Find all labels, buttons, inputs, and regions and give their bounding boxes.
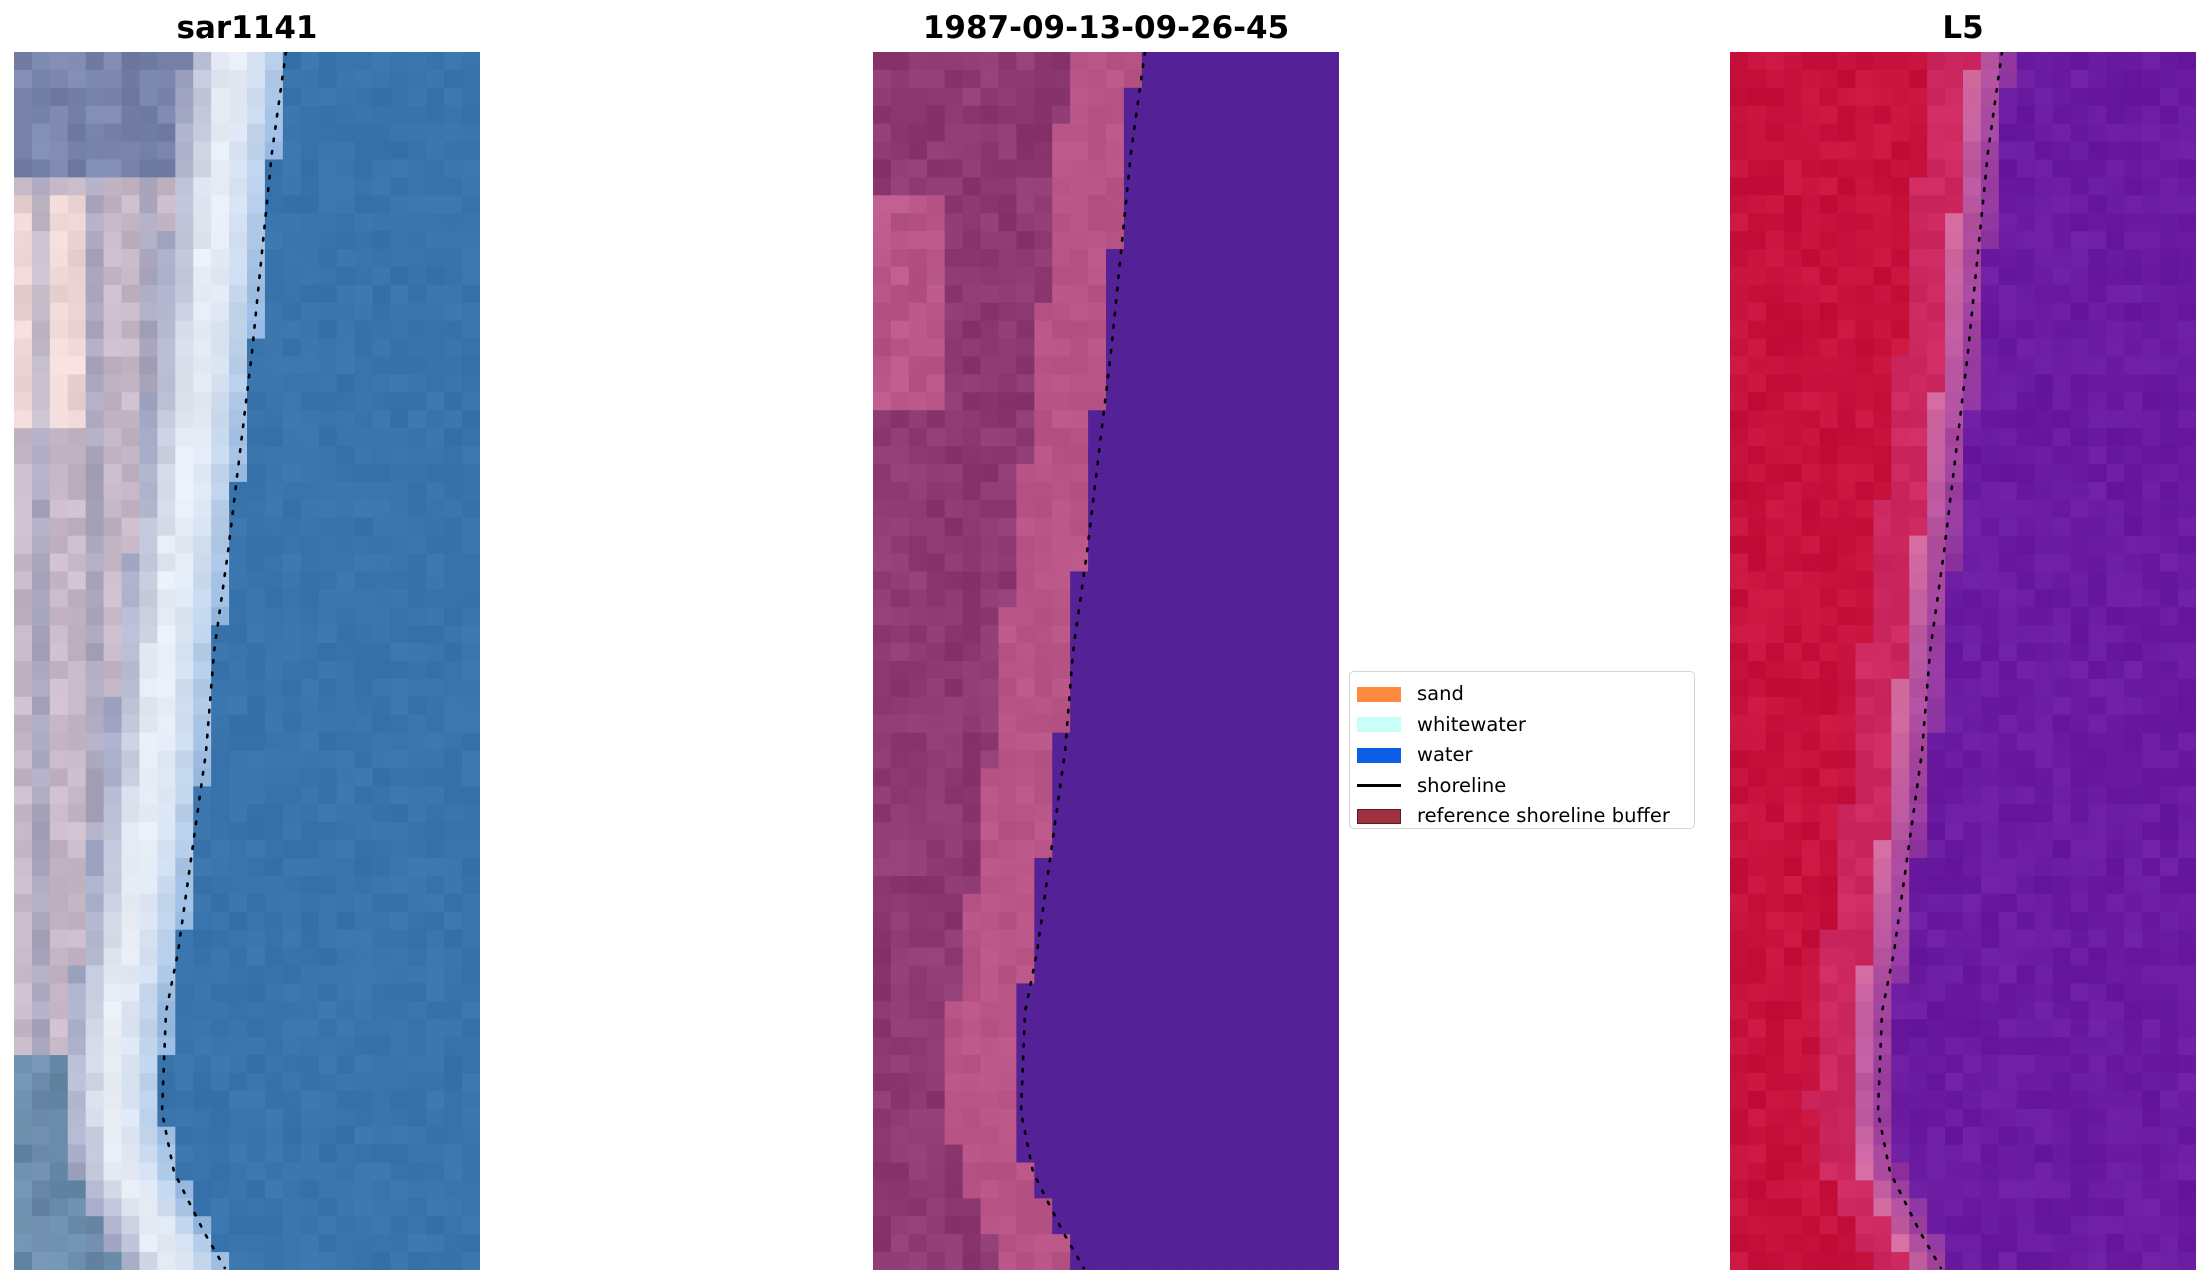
legend-label-water: water [1417, 743, 1473, 767]
legend: sand whitewater water shoreline referenc… [1349, 671, 1695, 829]
whitewater-swatch [1357, 717, 1401, 733]
legend-item-reference-buffer: reference shoreline buffer [1350, 801, 1694, 832]
panel-title-classified: 1987-09-13-09-26-45 [922, 10, 1290, 46]
classified-image [873, 52, 1339, 1270]
reference-buffer-swatch [1357, 808, 1401, 824]
classified-image-panel [873, 52, 1339, 1270]
legend-label-shoreline: shoreline [1417, 773, 1507, 797]
shoreline-line-swatch [1357, 784, 1401, 788]
index-image-panel [1730, 52, 2196, 1270]
rgb-image [14, 52, 480, 1270]
panel-title-index: L5 [1942, 10, 1984, 46]
legend-item-whitewater: whitewater [1350, 710, 1694, 741]
index-image [1730, 52, 2196, 1270]
legend-label-reference-buffer: reference shoreline buffer [1417, 804, 1670, 828]
water-swatch [1357, 747, 1401, 763]
legend-item-sand: sand [1350, 679, 1694, 710]
legend-item-shoreline: shoreline [1350, 771, 1694, 802]
legend-label-whitewater: whitewater [1417, 712, 1526, 736]
legend-label-sand: sand [1417, 682, 1464, 706]
panel-title-rgb: sar1141 [176, 10, 318, 46]
rgb-image-panel [14, 52, 480, 1270]
sand-swatch [1357, 686, 1401, 702]
legend-item-water: water [1350, 740, 1694, 771]
